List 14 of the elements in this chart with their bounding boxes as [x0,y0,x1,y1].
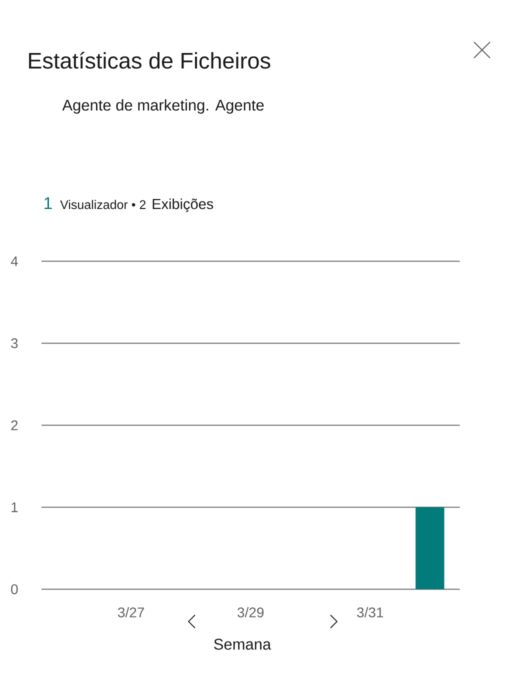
y-tick-label: 0 [11,584,18,594]
x-tick-label: 3/27 [118,607,144,618]
y-tick-label: 1 [12,502,18,512]
y-tick-label: 2 [11,420,18,430]
chart-subtitle: Agente de marketing. Agente [62,99,264,114]
y-tick-label: 3 [11,338,18,348]
text: Exibições [152,198,214,212]
x-tick-label: 3/31 [357,607,384,618]
chart-title: Estatísticas de Ficheiros [29,52,270,69]
x-tick-label: 3/29 [238,607,264,618]
y-tick-label: 4 [10,256,18,266]
x-axis-title: Semana [214,638,272,650]
text: 1 [44,197,52,209]
text: Visualizador • 2 [60,200,146,210]
